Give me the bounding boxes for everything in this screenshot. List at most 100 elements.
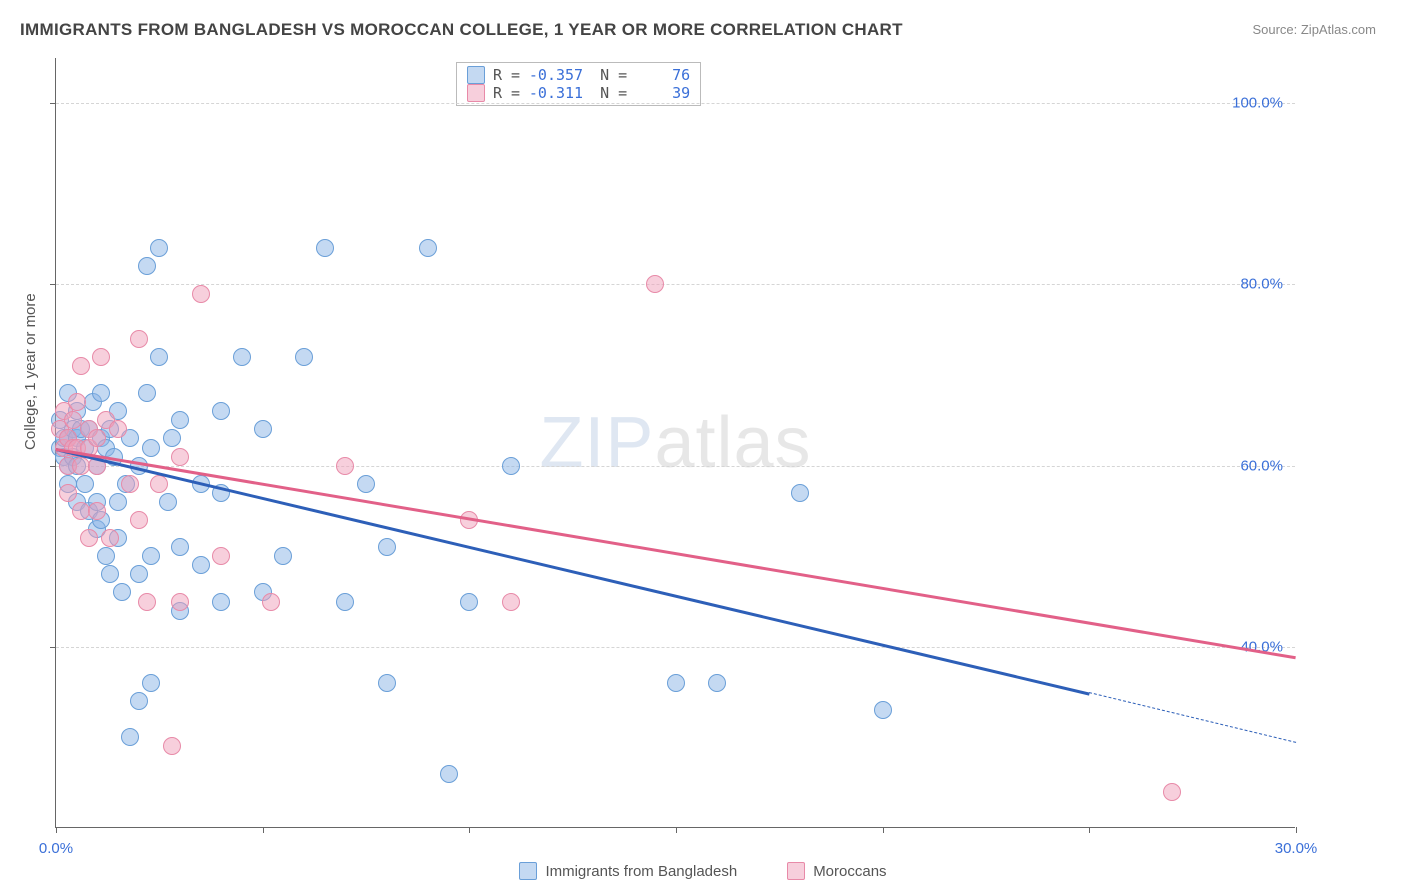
legend-label-1: Immigrants from Bangladesh	[545, 863, 737, 880]
scatter-point	[92, 348, 110, 366]
scatter-point	[212, 547, 230, 565]
y-tick-label: 100.0%	[1232, 95, 1283, 112]
scatter-point	[138, 257, 156, 275]
scatter-point	[357, 475, 375, 493]
x-tick-mark	[676, 827, 677, 833]
scatter-point	[72, 457, 90, 475]
watermark-bold: ZIP	[539, 403, 654, 483]
scatter-point	[59, 484, 77, 502]
scatter-point	[142, 547, 160, 565]
n-value-2: 39	[635, 84, 690, 102]
legend-swatch-2	[787, 862, 805, 880]
scatter-point	[130, 330, 148, 348]
watermark: ZIPatlas	[539, 402, 811, 484]
scatter-point	[130, 511, 148, 529]
y-tick-mark	[50, 103, 56, 104]
scatter-point	[88, 429, 106, 447]
swatch-series-1	[467, 66, 485, 84]
x-tick-mark	[1296, 827, 1297, 833]
scatter-point	[667, 674, 685, 692]
scatter-point	[502, 457, 520, 475]
r-label: R =	[493, 84, 520, 102]
legend-item-1: Immigrants from Bangladesh	[519, 862, 737, 880]
x-tick-mark	[263, 827, 264, 833]
stats-row-2: R = -0.311 N = 39	[467, 84, 690, 102]
r-value-1: -0.357	[528, 66, 583, 84]
scatter-point	[316, 239, 334, 257]
x-tick-label: 0.0%	[39, 840, 73, 857]
scatter-point	[708, 674, 726, 692]
y-tick-mark	[50, 284, 56, 285]
scatter-point	[64, 411, 82, 429]
scatter-point	[97, 547, 115, 565]
scatter-point	[150, 348, 168, 366]
scatter-point	[274, 547, 292, 565]
x-tick-mark	[469, 827, 470, 833]
chart-title: IMMIGRANTS FROM BANGLADESH VS MOROCCAN C…	[20, 20, 903, 40]
scatter-point	[150, 239, 168, 257]
scatter-point	[130, 692, 148, 710]
gridline-h	[56, 103, 1295, 104]
r-label: R =	[493, 66, 520, 84]
scatter-point	[378, 538, 396, 556]
scatter-point	[171, 593, 189, 611]
x-tick-label: 30.0%	[1275, 840, 1318, 857]
scatter-point	[502, 593, 520, 611]
scatter-point	[150, 475, 168, 493]
scatter-point	[142, 439, 160, 457]
scatter-point	[68, 393, 86, 411]
y-tick-mark	[50, 647, 56, 648]
scatter-point	[171, 448, 189, 466]
regression-line	[56, 448, 1090, 695]
scatter-point	[295, 348, 313, 366]
scatter-point	[460, 593, 478, 611]
y-tick-mark	[50, 466, 56, 467]
scatter-point	[1163, 783, 1181, 801]
n-label: N =	[591, 84, 627, 102]
scatter-point	[791, 484, 809, 502]
scatter-point	[262, 593, 280, 611]
plot-area: ZIPatlas R = -0.357 N = 76 R = -0.311 N …	[55, 58, 1295, 828]
scatter-point	[254, 420, 272, 438]
gridline-h	[56, 284, 1295, 285]
x-tick-mark	[56, 827, 57, 833]
scatter-point	[142, 674, 160, 692]
n-label: N =	[591, 66, 627, 84]
scatter-point	[163, 737, 181, 755]
scatter-point	[76, 475, 94, 493]
scatter-point	[192, 285, 210, 303]
n-value-1: 76	[635, 66, 690, 84]
scatter-point	[109, 420, 127, 438]
source-link[interactable]: ZipAtlas.com	[1301, 22, 1376, 37]
legend-item-2: Moroccans	[787, 862, 886, 880]
scatter-point	[113, 583, 131, 601]
scatter-point	[212, 593, 230, 611]
gridline-h	[56, 466, 1295, 467]
scatter-point	[440, 765, 458, 783]
scatter-point	[109, 493, 127, 511]
scatter-point	[171, 411, 189, 429]
source-prefix: Source:	[1252, 22, 1300, 37]
scatter-point	[163, 429, 181, 447]
scatter-point	[646, 275, 664, 293]
watermark-thin: atlas	[654, 403, 811, 483]
scatter-point	[378, 674, 396, 692]
scatter-point	[138, 593, 156, 611]
y-tick-label: 80.0%	[1240, 276, 1283, 293]
regression-line-extrapolated	[1089, 692, 1296, 743]
gridline-h	[56, 647, 1295, 648]
scatter-point	[138, 384, 156, 402]
scatter-point	[419, 239, 437, 257]
stats-row-1: R = -0.357 N = 76	[467, 66, 690, 84]
x-tick-mark	[883, 827, 884, 833]
scatter-point	[121, 728, 139, 746]
source-attribution: Source: ZipAtlas.com	[1252, 22, 1376, 37]
legend-swatch-1	[519, 862, 537, 880]
y-axis-title: College, 1 year or more	[22, 293, 39, 450]
swatch-series-2	[467, 84, 485, 102]
legend-bottom: Immigrants from Bangladesh Moroccans	[0, 862, 1406, 880]
scatter-point	[101, 529, 119, 547]
scatter-point	[101, 565, 119, 583]
scatter-point	[336, 593, 354, 611]
legend-label-2: Moroccans	[813, 863, 886, 880]
